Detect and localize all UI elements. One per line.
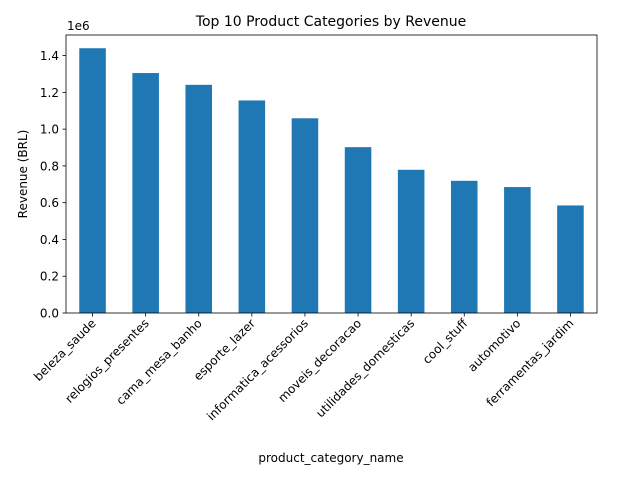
y-tick-label: 0.0 — [40, 307, 59, 321]
y-tick-label: 0.8 — [40, 159, 59, 173]
y-offset-label: 1e6 — [67, 19, 90, 33]
x-axis-ticks: beleza_sauderelogios_presentescama_mesa_… — [31, 313, 577, 423]
x-tick-label: informatica_acessorios — [204, 316, 311, 423]
bar-esporte_lazer — [238, 100, 266, 314]
y-tick-label: 0.6 — [40, 196, 59, 210]
bar-cool_stuff — [450, 180, 478, 313]
x-axis-title: product_category_name — [258, 451, 403, 465]
chart-title: Top 10 Product Categories by Revenue — [195, 14, 466, 30]
bar-relogios_presentes — [132, 73, 159, 313]
bar-moveis_decoracao — [344, 147, 372, 313]
x-tick-label: ferramentas_jardim — [483, 316, 576, 409]
bar-ferramentas_jardim — [557, 205, 584, 313]
y-tick-label: 1.4 — [40, 49, 59, 63]
bar-cama_mesa_banho — [185, 84, 213, 313]
y-axis-ticks: 0.0 0.2 0.4 0.6 0.8 1.0 1.2 1.4 — [40, 49, 66, 321]
bar-beleza_saude — [79, 48, 106, 313]
y-tick-label: 0.2 — [40, 270, 59, 284]
y-tick-label: 0.4 — [40, 233, 59, 247]
bar-automotivo — [504, 187, 531, 313]
y-axis-title: Revenue (BRL) — [16, 130, 30, 219]
y-tick-label: 1.2 — [40, 86, 59, 100]
y-tick-label: 1.0 — [40, 123, 59, 137]
x-tick-label: cool_stuff — [420, 316, 471, 367]
bars-group — [79, 48, 584, 314]
bar-utilidades_domesticas — [397, 169, 425, 313]
x-tick-label: utilidades_domesticas — [313, 316, 417, 420]
bar-informatica_acessorios — [291, 118, 319, 314]
plot-frame — [65, 34, 598, 314]
x-tick-label: automotivo — [465, 316, 523, 374]
